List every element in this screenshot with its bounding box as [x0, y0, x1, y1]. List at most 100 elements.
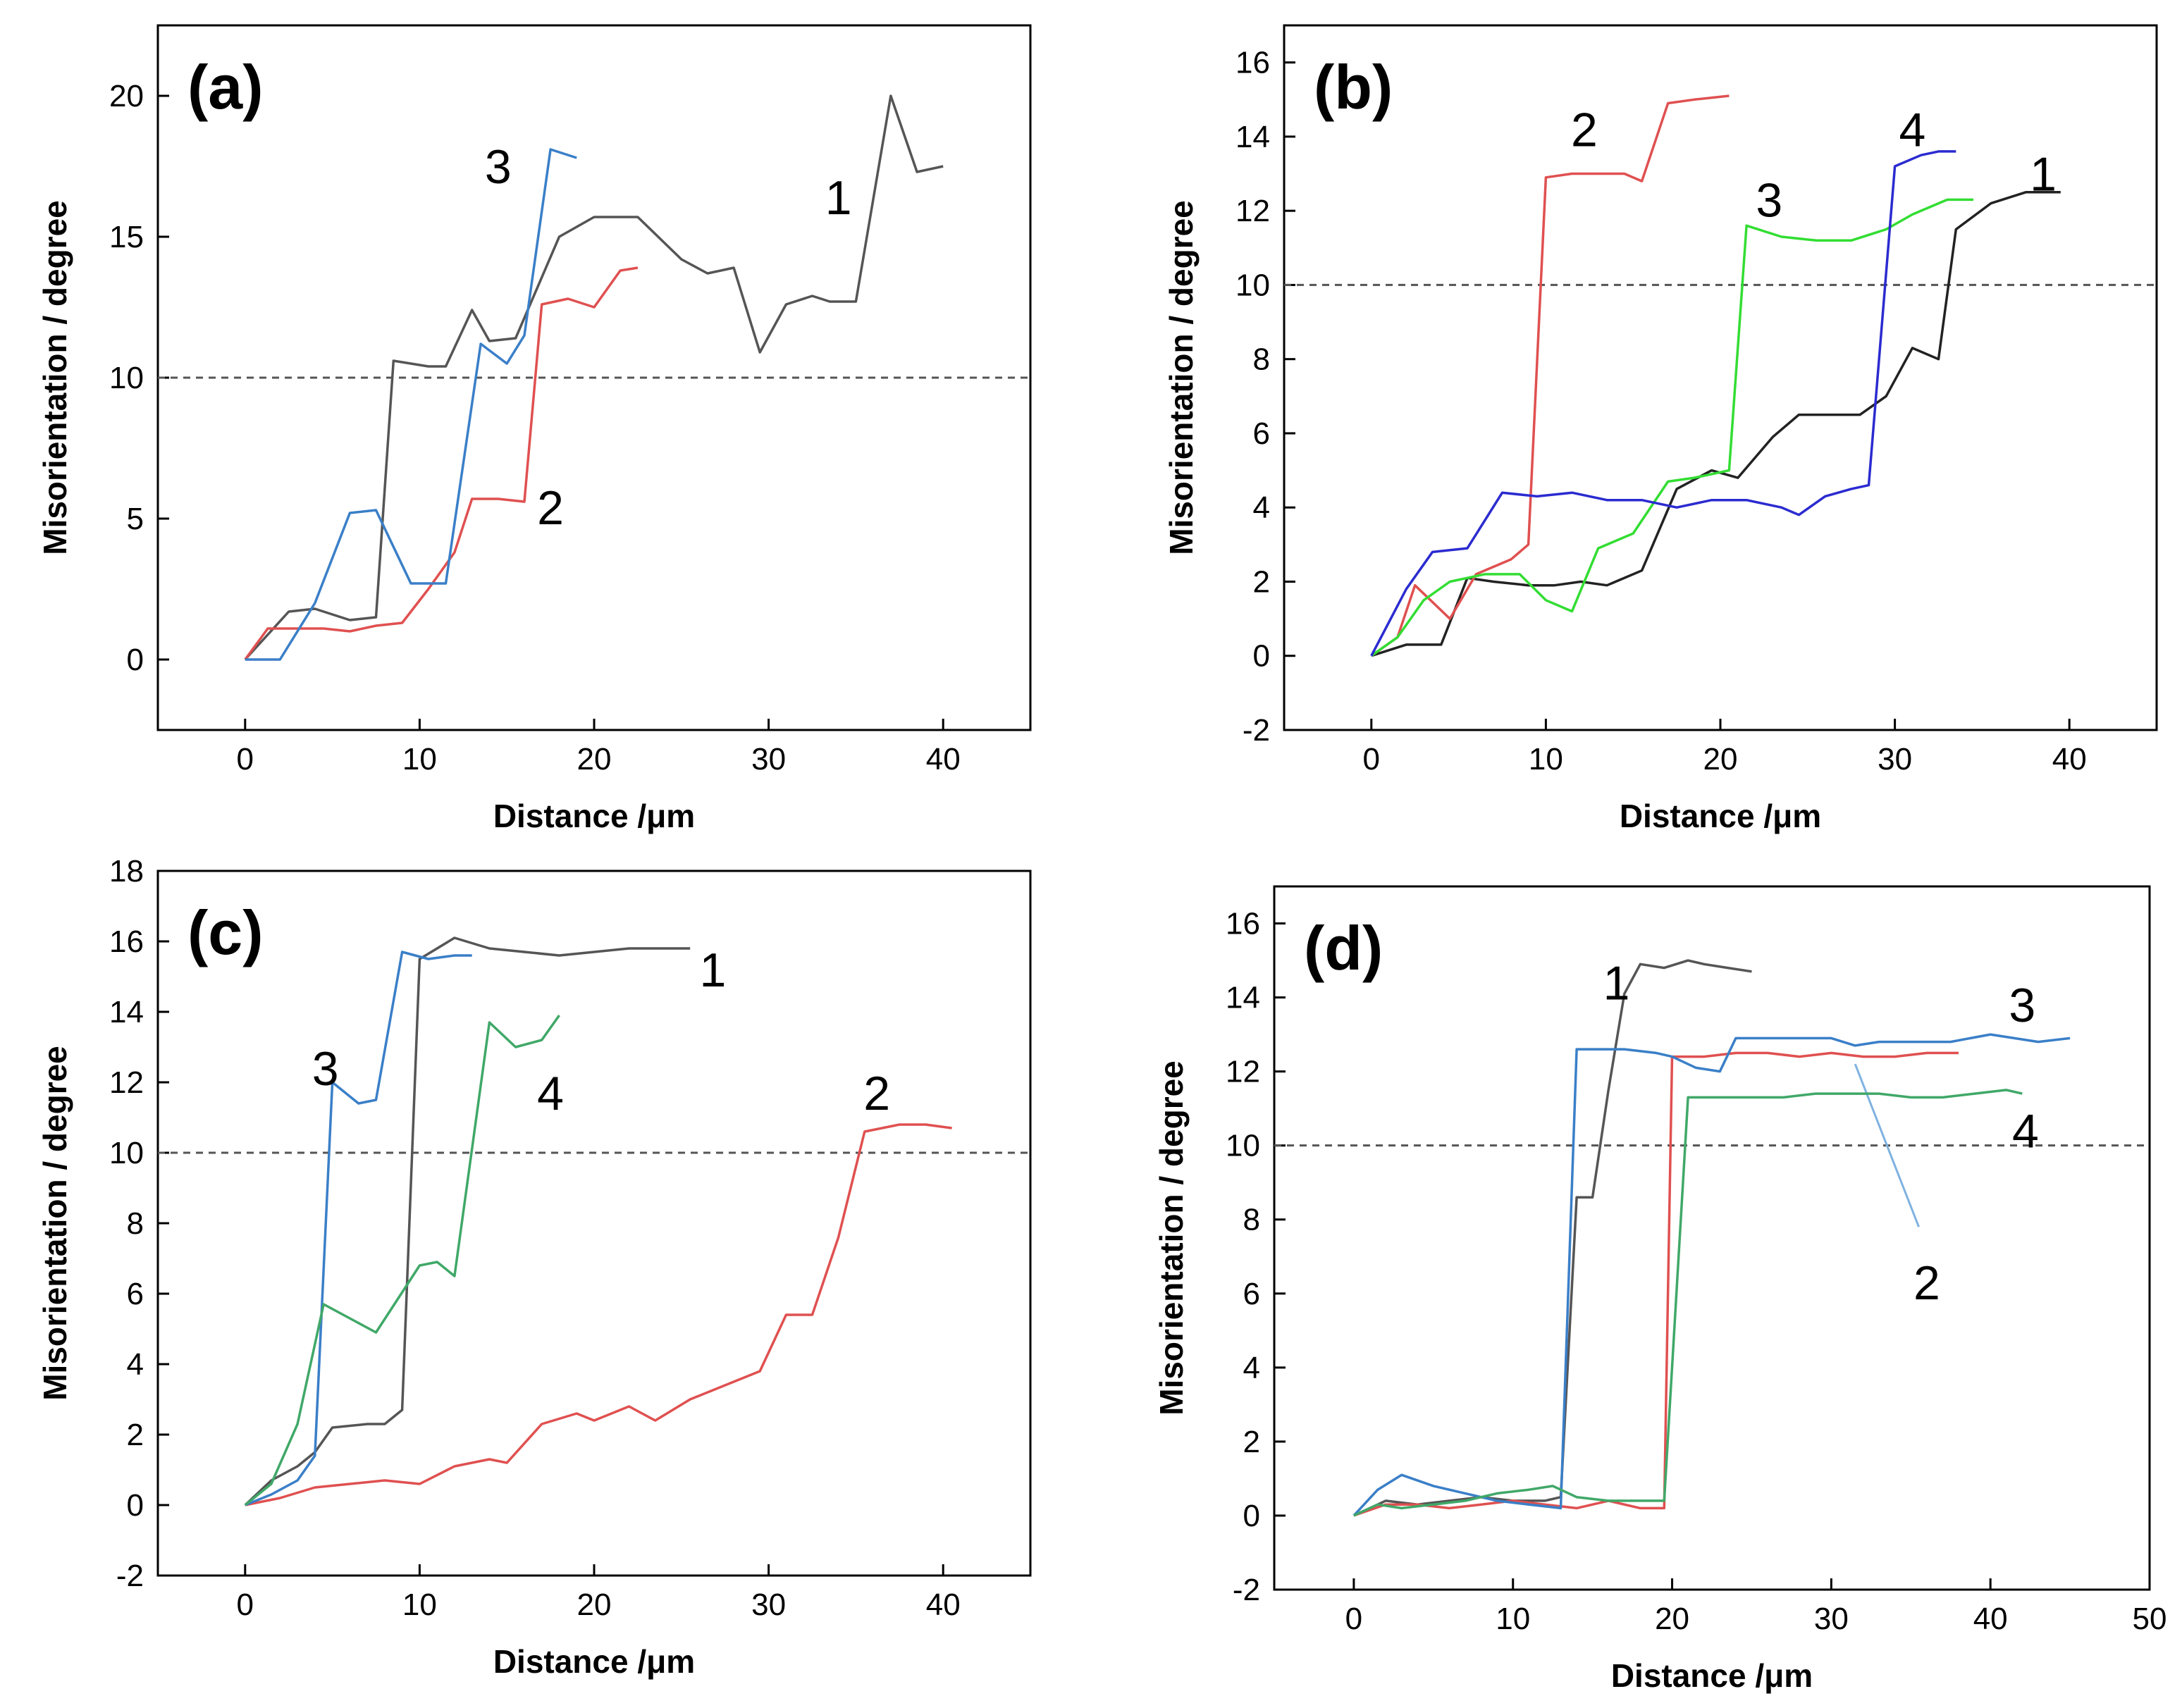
panel-letter: (b): [1314, 52, 1393, 122]
y-tick-label: 18: [109, 854, 144, 889]
y-tick-label: 4: [127, 1347, 144, 1382]
y-tick-label: 2: [127, 1418, 144, 1452]
series-label-4: 4: [537, 1067, 564, 1120]
x-axis-label: Distance /μm: [1611, 1657, 1813, 1694]
x-tick-label: 40: [926, 742, 961, 776]
y-tick-label: 2: [1243, 1425, 1260, 1459]
x-tick-label: 0: [237, 742, 254, 776]
series-label-3: 3: [1756, 173, 1782, 227]
series-label-4: 4: [1899, 103, 1925, 156]
series-line-1: [244, 936, 691, 1506]
series-label-3: 3: [2009, 979, 2035, 1032]
series-line-3: [245, 951, 472, 1506]
y-tick-label: 10: [1226, 1129, 1260, 1163]
x-tick-label: 30: [1814, 1602, 1849, 1636]
y-tick-label: 0: [1243, 1499, 1260, 1533]
series-label-2: 2: [537, 481, 564, 535]
y-tick-label: 6: [1253, 416, 1270, 451]
series-line-2: [245, 1123, 952, 1506]
y-tick-label: 10: [1235, 268, 1270, 302]
y-tick-label: 0: [1253, 639, 1270, 674]
y-tick-label: 16: [109, 924, 144, 959]
x-tick-label: 40: [926, 1588, 961, 1622]
y-tick-label: 6: [127, 1277, 144, 1311]
y-tick-label: -2: [116, 1559, 144, 1593]
panel-letter: (c): [187, 898, 264, 967]
y-axis-label: Misorientation / degree: [37, 200, 73, 555]
y-tick-label: 20: [109, 79, 144, 113]
series-line-2: [1353, 1051, 1959, 1517]
y-tick-label: 2: [1253, 564, 1270, 599]
x-axis-label: Distance /μm: [493, 798, 695, 834]
x-tick-label: 20: [577, 742, 612, 776]
y-tick-label: 8: [1253, 342, 1270, 377]
y-tick-label: -2: [1243, 713, 1270, 748]
plot-frame: [1273, 885, 2151, 1591]
series-line-3: [1352, 1033, 2071, 1517]
x-tick-label: 20: [577, 1588, 612, 1622]
y-tick-label: 0: [127, 643, 144, 677]
panel-1: 0 10 20 30 40 0 5 10 15 20 Distance /μm Misorientat…: [37, 24, 1032, 834]
y-tick-label: 0: [127, 1488, 144, 1523]
panel-letter: (a): [187, 52, 264, 122]
y-tick-label: 10: [109, 361, 144, 395]
x-tick-label: 10: [402, 1588, 437, 1622]
series-line-2: [1370, 94, 1730, 657]
x-tick-label: 0: [1363, 742, 1380, 776]
y-tick-label: 12: [1235, 194, 1270, 228]
panel-letter: (d): [1304, 913, 1383, 983]
x-tick-label: 30: [751, 1588, 786, 1622]
y-tick-label: 12: [109, 1065, 144, 1100]
y-axis-label: Misorientation / degree: [1153, 1060, 1190, 1416]
series-label-1: 1: [825, 171, 852, 225]
series-line-1: [1371, 191, 2061, 657]
series-line-4: [1370, 150, 1956, 657]
series-label-3: 3: [312, 1042, 339, 1096]
leader-line: [1854, 1063, 1920, 1227]
x-tick-label: 20: [1655, 1602, 1689, 1636]
x-tick-label: 10: [1529, 742, 1563, 776]
y-tick-label: 12: [1226, 1055, 1260, 1089]
series-label-1: 1: [1603, 957, 1630, 1010]
series-line-4: [1353, 1089, 2023, 1517]
plot-frame: [1283, 24, 2158, 731]
y-tick-label: 14: [1235, 120, 1270, 154]
y-axis-label: Misorientation / degree: [1163, 200, 1200, 555]
x-tick-label: 10: [1496, 1602, 1530, 1636]
series-label-1: 1: [699, 943, 726, 997]
series-label-1: 1: [2030, 148, 2057, 202]
series-line-1: [244, 94, 944, 661]
x-tick-label: 30: [1878, 742, 1912, 776]
series-label-2: 2: [863, 1067, 890, 1120]
x-tick-label: 10: [402, 742, 437, 776]
x-tick-label: 50: [2133, 1602, 2167, 1636]
x-tick-label: 30: [751, 742, 786, 776]
y-tick-label: 4: [1253, 490, 1270, 525]
series-line-3: [1370, 198, 1973, 657]
y-tick-label: 8: [127, 1206, 144, 1241]
y-tick-label: 14: [109, 995, 144, 1029]
x-tick-label: 0: [237, 1588, 254, 1622]
series-label-2: 2: [1913, 1256, 1940, 1310]
x-tick-label: 40: [1973, 1602, 2008, 1636]
x-tick-label: 0: [1345, 1602, 1362, 1636]
y-tick-label: 5: [127, 502, 144, 536]
y-tick-label: -2: [1233, 1573, 1260, 1607]
y-tick-label: 4: [1243, 1351, 1260, 1385]
y-tick-label: 15: [109, 220, 144, 254]
y-tick-label: 14: [1226, 981, 1260, 1015]
x-axis-label: Distance /μm: [1620, 798, 1821, 834]
series-label-2: 2: [1571, 103, 1598, 156]
y-axis-label: Misorientation / degree: [37, 1046, 73, 1401]
y-tick-label: 10: [109, 1136, 144, 1170]
series-label-4: 4: [2012, 1105, 2039, 1158]
x-tick-label: 20: [1703, 742, 1738, 776]
x-axis-label: Distance /μm: [493, 1643, 695, 1680]
y-tick-label: 6: [1243, 1277, 1260, 1311]
series-line-4: [244, 1014, 560, 1506]
series-line-2: [244, 266, 639, 661]
